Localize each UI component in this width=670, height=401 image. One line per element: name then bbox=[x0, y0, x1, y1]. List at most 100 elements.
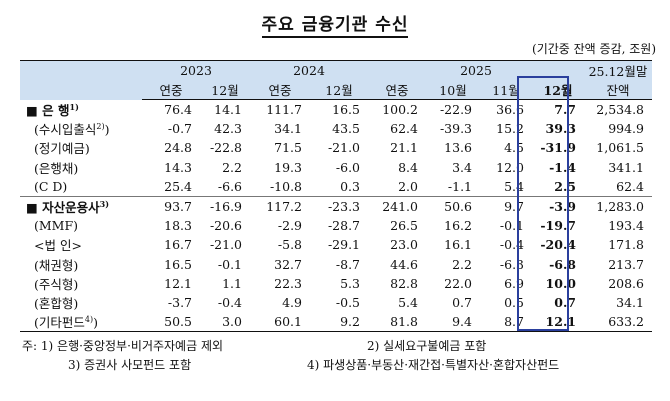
row-label: (C D) bbox=[34, 178, 68, 194]
table-cell: 16.5 bbox=[332, 102, 360, 118]
table-cell: 16.7 bbox=[164, 237, 192, 253]
row-label: (정기예금) bbox=[34, 141, 90, 157]
table-cell: -21.0 bbox=[327, 140, 360, 156]
table-cell: 25.4 bbox=[164, 178, 192, 194]
table-cell: -20.6 bbox=[209, 218, 242, 234]
table-cell: 0.5 bbox=[504, 294, 524, 310]
header-col: 10월 bbox=[426, 80, 480, 100]
table-cell: 8.7 bbox=[480, 312, 532, 333]
header-year-2024: 2024 bbox=[250, 60, 368, 80]
table-cell: 36.6 bbox=[496, 102, 524, 118]
footnotes: 주: 1) 은행·중앙정부·비거주자예금 제외 3) 증권사 사모펀드 포함 bbox=[22, 337, 223, 375]
table-cell: 81.8 bbox=[368, 312, 426, 333]
row-label: (MMF) bbox=[34, 218, 79, 234]
table-cell: -8.7 bbox=[335, 256, 360, 272]
table-cell: 16.5 bbox=[164, 256, 192, 272]
table-cell: 42.3 bbox=[214, 121, 242, 137]
table-cell: -22.9 bbox=[439, 102, 472, 118]
table-cell: 62.4 bbox=[390, 121, 418, 137]
table-cell: 2.0 bbox=[398, 178, 418, 194]
row-label: (주식형) bbox=[34, 276, 79, 292]
footnote-3: 3) 증권사 사모펀드 포함 bbox=[68, 358, 192, 372]
header-col-highlight: 12월 bbox=[532, 80, 584, 100]
header-balance-date: 25.12월말 bbox=[584, 60, 652, 80]
table-cell: 22.3 bbox=[274, 275, 302, 291]
footnote-4: 4) 파생상품·부동산·재간접·특별자산·혼합자산펀드 bbox=[307, 358, 560, 372]
table-cell: 16.1 bbox=[444, 237, 472, 253]
table-cell: 9.4 bbox=[426, 312, 480, 333]
table-cell: 1,061.5 bbox=[596, 140, 644, 156]
row-label: ■ 자산운용사3) bbox=[20, 195, 142, 217]
header-year-2023: 2023 bbox=[142, 60, 250, 80]
table-row: ■ 자산운용사3) 93.7 -16.9 117.2 -23.3 241.0 50.6 9.7… bbox=[20, 195, 652, 217]
table-cell: 3.4 bbox=[452, 159, 472, 175]
table-row: <법 인> 16.7 -21.0 -5.8 -29.1 23.0 16.1 -0.4 -20.4… bbox=[20, 235, 652, 254]
cell-dec-2025: -20.4 bbox=[540, 237, 576, 253]
table-cell: 633.2 bbox=[584, 312, 652, 333]
table-row: (C D) 25.4 -6.6 -10.8 0.3 2.0 -1.1 5.4 2.5 62.4 bbox=[20, 177, 652, 197]
table-cell: 24.8 bbox=[164, 140, 192, 156]
table-cell: 111.7 bbox=[266, 102, 302, 118]
row-label: ■ 은 행1) bbox=[26, 101, 79, 118]
cell-dec-2025: -3.9 bbox=[532, 195, 584, 217]
table-cell: -0.4 bbox=[217, 294, 242, 310]
table-cell: 5.4 bbox=[504, 178, 524, 194]
table-cell: 34.1 bbox=[274, 121, 302, 137]
table-cell: 2,534.8 bbox=[596, 102, 644, 118]
unit-label: (기간중 잔액 증감, 조원) bbox=[532, 42, 656, 56]
footnote-1: 주: 1) 은행·중앙정부·비거주자예금 제외 bbox=[22, 339, 224, 353]
table-row: (MMF) 18.3 -20.6 -2.9 -28.7 26.5 16.2 -0.1 -19.7… bbox=[20, 216, 652, 235]
table-row: (정기예금) 24.8 -22.8 71.5 -21.0 21.1 13.6 4.5 -31.9… bbox=[20, 138, 652, 157]
footnote-2: 2) 실세요구불예금 포함 bbox=[367, 339, 487, 353]
table-cell: -1.1 bbox=[447, 178, 472, 194]
table-row: (혼합형) -3.7 -0.4 4.9 -0.5 5.4 0.7 0.5 0.7 34.1 bbox=[20, 293, 652, 312]
header-row-years: 2023 2024 2025 25.12월말 bbox=[20, 60, 652, 100]
table-cell: 14.1 bbox=[214, 102, 242, 118]
table-cell: 21.1 bbox=[390, 140, 418, 156]
table-cell: -2.9 bbox=[277, 218, 302, 234]
table-cell: 93.7 bbox=[142, 195, 200, 217]
table-cell: 23.0 bbox=[390, 237, 418, 253]
table-cell: -6.3 bbox=[499, 256, 524, 272]
table-cell: 2.2 bbox=[452, 256, 472, 272]
table-cell: 213.7 bbox=[608, 256, 644, 272]
table-cell: 100.2 bbox=[382, 102, 418, 118]
table-cell: -3.7 bbox=[167, 294, 192, 310]
table-row: (수시입출식2)) -0.7 42.3 34.1 43.5 62.4 -39.3 15.2 39… bbox=[20, 119, 652, 138]
cell-dec-2025: -19.7 bbox=[540, 218, 576, 234]
table-cell: 5.3 bbox=[340, 275, 360, 291]
table-cell: 14.3 bbox=[164, 159, 192, 175]
table-cell: 6.9 bbox=[504, 275, 524, 291]
table-cell: 4.5 bbox=[504, 140, 524, 156]
cell-dec-2025: 12.1 bbox=[532, 312, 584, 333]
table-cell: 5.4 bbox=[398, 294, 418, 310]
table-cell: 241.0 bbox=[368, 195, 426, 217]
table-cell: -29.1 bbox=[327, 237, 360, 253]
table-cell: 13.6 bbox=[444, 140, 472, 156]
table-cell: 208.6 bbox=[608, 275, 644, 291]
table-cell: -23.3 bbox=[310, 195, 368, 217]
table-cell: -28.7 bbox=[327, 218, 360, 234]
cell-dec-2025: -1.4 bbox=[549, 159, 576, 175]
cell-dec-2025: -31.9 bbox=[540, 140, 576, 156]
table-cell: -0.1 bbox=[217, 256, 242, 272]
table-cell: 16.2 bbox=[444, 218, 472, 234]
table-cell: 341.1 bbox=[608, 159, 644, 175]
table-cell: 44.6 bbox=[390, 256, 418, 272]
table-cell: 3.0 bbox=[200, 312, 250, 333]
header-col: 11월 bbox=[480, 80, 532, 100]
table-cell: 71.5 bbox=[274, 140, 302, 156]
header-col: 연중 bbox=[250, 80, 310, 100]
table-cell: 1.1 bbox=[222, 275, 242, 291]
table-cell: 171.8 bbox=[608, 237, 644, 253]
cell-dec-2025: 39.3 bbox=[545, 121, 576, 137]
table-cell: 8.4 bbox=[398, 159, 418, 175]
row-label: (은행채) bbox=[34, 160, 79, 176]
cell-dec-2025: 10.0 bbox=[545, 275, 576, 291]
table-cell: -39.3 bbox=[439, 121, 472, 137]
table-cell: 15.2 bbox=[496, 121, 524, 137]
table-cell: -0.1 bbox=[499, 218, 524, 234]
table-cell: 0.7 bbox=[452, 294, 472, 310]
page-title: 주요 금융기관 수신 bbox=[0, 10, 670, 38]
table-cell: -16.9 bbox=[200, 195, 250, 217]
